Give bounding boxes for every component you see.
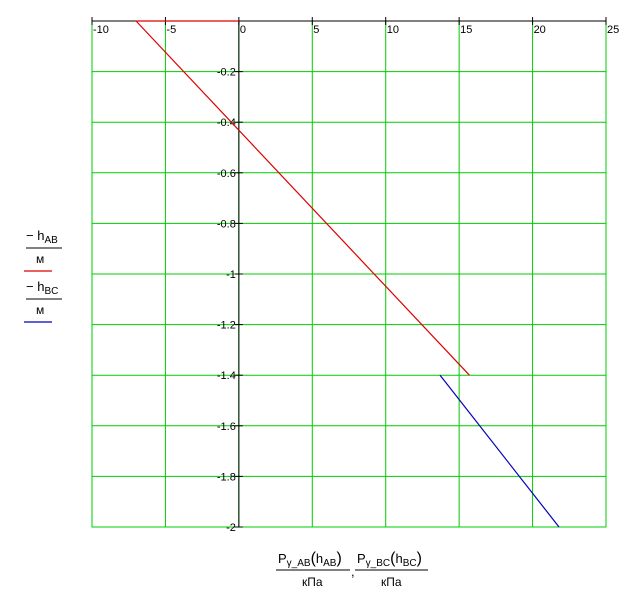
- x-tick-label: 15: [460, 24, 472, 36]
- y-tick-labels: -0.2 -0.4 -0.6 -0.8 -1 -1.2 -1.4 -1.6 -1.8 -2: [217, 67, 236, 534]
- y-axis-label: − hAB м − hBC м: [24, 228, 62, 323]
- x-label-separator: ,: [351, 564, 355, 579]
- y-tick-label: -0.6: [217, 168, 236, 180]
- axes: [91, 17, 607, 528]
- y-tick-label: -1.2: [217, 320, 236, 332]
- x-tick-label: 0: [240, 24, 246, 36]
- y-label-expr1: − hAB: [26, 228, 58, 246]
- series-line-ab: [135, 20, 470, 376]
- y-tick-label: -0.4: [217, 117, 236, 129]
- x-label-expr1-numerator: Pγ_AB(hAB): [278, 550, 342, 569]
- y-label-expr2: − hBC: [26, 279, 58, 297]
- x-tick-label: -5: [166, 24, 176, 36]
- grid: [91, 20, 607, 528]
- x-label-expr2-numerator: Pγ_BC(hBC): [357, 550, 422, 569]
- y-label-denominator-1: м: [36, 252, 44, 266]
- y-tick-label: -1.4: [217, 370, 236, 382]
- x-tick-label: 10: [387, 24, 399, 36]
- series-line-bc: [439, 374, 560, 528]
- x-label-denominator-1: кПа: [302, 575, 323, 589]
- x-label-denominator-2: кПа: [381, 575, 402, 589]
- x-tick-label: -10: [93, 24, 109, 36]
- y-label-denominator-2: м: [36, 303, 44, 317]
- y-tick-label: -2: [226, 522, 236, 534]
- y-tick-label: -1: [226, 269, 236, 281]
- y-tick-label: -0.2: [217, 67, 236, 79]
- x-tick-label: 20: [534, 24, 546, 36]
- x-tick-label: 25: [607, 24, 619, 36]
- x-axis-label: Pγ_AB(hAB) кПа , Pγ_BC(hBC) кПа: [276, 550, 428, 589]
- x-tick-labels: -10 -5 0 5 10 15 20 25: [93, 24, 619, 36]
- y-tick-label: -0.8: [217, 218, 236, 230]
- y-tick-label: -1.6: [217, 421, 236, 433]
- y-tick-label: -1.8: [217, 471, 236, 483]
- series-lines: [135, 20, 560, 528]
- x-tick-label: 5: [313, 24, 319, 36]
